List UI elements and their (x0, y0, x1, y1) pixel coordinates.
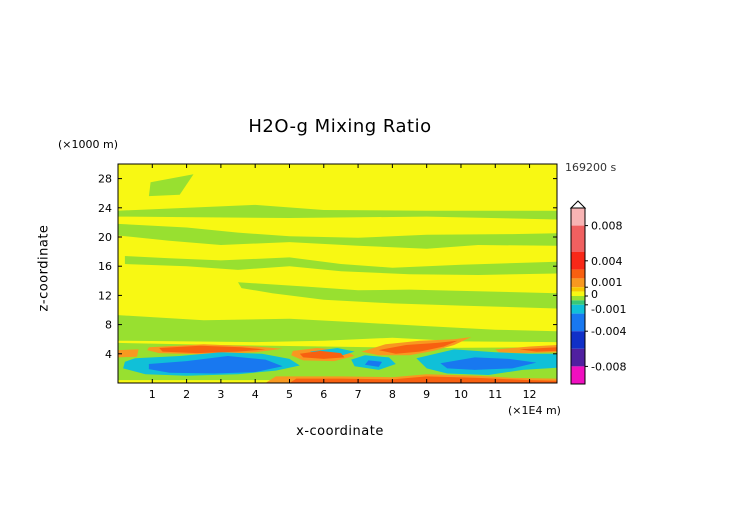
contour-region (148, 174, 194, 197)
colorbar-label: 0.004 (591, 255, 623, 268)
x-tick-label: 11 (488, 388, 502, 401)
contour-region (519, 347, 557, 352)
contour-field (118, 164, 557, 383)
x-tick-label: 9 (423, 388, 430, 401)
contour-region (364, 360, 383, 367)
contour-region (159, 345, 266, 354)
colorbar-label: 0.001 (591, 276, 623, 289)
colorbar-swatch (571, 331, 585, 349)
colorbar-swatch (571, 313, 585, 332)
contour-region (118, 223, 557, 249)
colorbar-swatch (571, 348, 585, 367)
colorbar-swatch (571, 366, 585, 384)
x-tick-label: 2 (183, 388, 190, 401)
x-tick-label: 7 (355, 388, 362, 401)
y-tick-label: 28 (98, 173, 112, 186)
y-unit-label: (×1000 m) (58, 138, 119, 151)
x-tick-label: 5 (286, 388, 293, 401)
contour-region (118, 315, 557, 343)
colorbar-label: 0 (591, 288, 598, 301)
contour-region (299, 350, 345, 359)
contour-region (148, 356, 283, 374)
y-tick-label: 16 (98, 260, 112, 273)
y-tick-label: 20 (98, 231, 112, 244)
x-tick-label: 4 (252, 388, 259, 401)
colorbar-label: 0.008 (591, 220, 623, 233)
colorbar-swatch (571, 252, 585, 270)
colorbar-arrow (569, 200, 587, 209)
y-tick-label: 8 (105, 319, 112, 332)
colorbar-swatch (571, 269, 585, 279)
x-tick-label: 1 (149, 388, 156, 401)
x-tick-label: 12 (523, 388, 537, 401)
colorbar-swatch (571, 291, 585, 296)
colorbar-swatch (571, 278, 585, 288)
x-unit-label: (×1E4 m) (508, 404, 561, 417)
contour-region (378, 340, 458, 354)
x-tick-label: 6 (320, 388, 327, 401)
contour-region (440, 357, 537, 370)
x-tick-label: 10 (454, 388, 468, 401)
contour-region (289, 376, 557, 383)
x-tick-label: 8 (389, 388, 396, 401)
colorbar-label: -0.001 (591, 303, 626, 316)
contour-region (118, 349, 139, 358)
y-tick-label: 12 (98, 289, 112, 302)
x-tick-label: 3 (217, 388, 224, 401)
contour-region (118, 204, 557, 220)
colorbar-swatch (571, 296, 585, 301)
y-tick-label: 4 (105, 348, 112, 361)
plot-frame (117, 163, 558, 384)
colorbar-label: -0.004 (591, 325, 626, 338)
colorbar-swatch (571, 287, 585, 292)
colorbar-label: -0.008 (591, 360, 626, 373)
y-tick-label: 24 (98, 202, 112, 215)
chart-title: H2O-g Mixing Ratio (248, 116, 432, 137)
colorbar-swatch (571, 304, 585, 314)
colorbar-swatch (571, 300, 585, 305)
colorbar-swatch (571, 225, 585, 252)
x-axis-label: x-coordinate (296, 424, 384, 439)
contour-region (238, 282, 557, 309)
colorbar-swatch (571, 208, 585, 226)
contour-region (124, 256, 557, 275)
time-label: 169200 s (565, 161, 617, 174)
